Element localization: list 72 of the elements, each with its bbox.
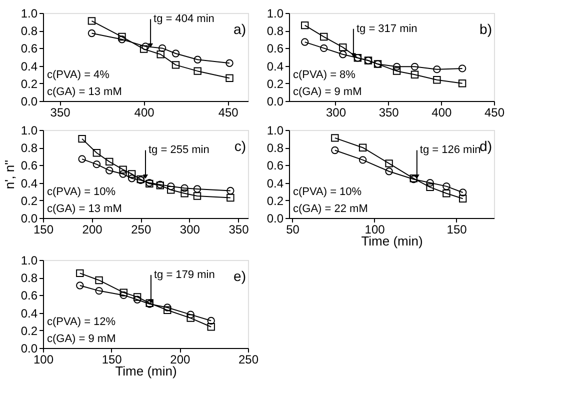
y-axis-title: n', n'' (2, 160, 17, 190)
y-tick-label: 0.8 (266, 24, 284, 38)
y-tick-label: 0.4 (266, 59, 284, 74)
y-tick-label: 0.6 (20, 42, 38, 56)
x-tick-label: 400 (134, 106, 155, 120)
x-tick-label: 400 (432, 106, 452, 120)
x-tick-label: 350 (228, 222, 250, 236)
y-tick-label: 0.2 (266, 76, 284, 91)
annotation: tg = 126 min (420, 144, 481, 156)
annotation: b) (480, 21, 492, 37)
annotation: tg = 317 min (356, 22, 418, 35)
y-tick-label: 0.6 (266, 42, 284, 56)
x-tick-label: 300 (180, 222, 200, 236)
y-tick-label: 0.2 (20, 194, 38, 208)
annotation: c) (234, 138, 246, 154)
y-tick-label: 0.4 (20, 176, 38, 190)
annotation: c(GA) = 9 mM (47, 333, 116, 345)
x-tick-label: 350 (50, 106, 71, 120)
annotation: c(PVA) = 8% (293, 69, 356, 81)
annotation: c(GA) = 9 mM (293, 86, 362, 98)
annotation: tg = 404 min (154, 13, 214, 26)
x-tick-label: 350 (378, 106, 400, 120)
annotation: e) (234, 268, 246, 284)
annotation: d) (480, 138, 492, 154)
y-tick-label: 1.0 (20, 124, 38, 138)
y-tick-label: 0.0 (266, 212, 284, 226)
y-tick-label: 0.4 (20, 59, 38, 74)
y-tick-label: 0.8 (266, 141, 284, 156)
x-tick-label: 250 (238, 352, 259, 366)
x-axis-title: Time (min) (361, 234, 423, 248)
y-tick-label: 1.0 (266, 124, 284, 138)
y-tick-label: 0.6 (20, 288, 38, 303)
y-tick-label: 0.0 (20, 342, 38, 356)
y-tick-label: 0.8 (20, 24, 38, 38)
x-tick-label: 300 (326, 106, 346, 120)
x-tick-label: 450 (218, 106, 239, 120)
y-tick-label: 0.6 (266, 158, 284, 173)
y-tick-label: 1.0 (20, 6, 38, 20)
y-tick-label: 0.4 (20, 306, 38, 320)
annotation: a) (234, 21, 246, 37)
x-tick-label: 200 (82, 222, 103, 236)
y-tick-label: 0.2 (20, 76, 38, 91)
x-tick-label: 150 (33, 222, 54, 236)
y-tick-label: 0.2 (20, 324, 38, 338)
annotation: tg = 179 min (154, 268, 215, 281)
y-tick-label: 0.0 (20, 94, 38, 108)
annotation: c(GA) = 22 mM (293, 203, 368, 215)
y-tick-label: 0.6 (20, 158, 38, 173)
annotation: c(GA) = 13 mM (47, 86, 122, 98)
x-tick-label: 250 (131, 222, 152, 236)
x-tick-label: 200 (170, 352, 190, 366)
y-tick-label: 0.0 (266, 94, 284, 108)
annotation: c(PVA) = 10% (47, 186, 116, 198)
y-tick-label: 0.4 (266, 176, 284, 190)
x-tick-label: 100 (364, 222, 386, 236)
annotation: tg = 255 min (148, 144, 210, 156)
y-tick-label: 1.0 (266, 6, 284, 20)
y-tick-label: 0.2 (266, 194, 284, 208)
y-tick-label: 0.0 (20, 212, 38, 226)
x-axis-title: Time (min) (115, 364, 177, 378)
x-tick-label: 50 (286, 222, 300, 236)
annotation: c(PVA) = 10% (293, 186, 362, 198)
x-tick-label: 150 (446, 222, 468, 236)
annotation: c(PVA) = 12% (47, 316, 116, 328)
y-tick-label: 0.8 (20, 141, 38, 156)
annotation: c(PVA) = 4% (47, 69, 110, 81)
x-tick-label: 150 (102, 352, 122, 366)
y-tick-label: 0.8 (20, 271, 38, 286)
x-tick-label: 100 (33, 352, 54, 366)
x-tick-label: 450 (484, 106, 505, 120)
annotation: c(GA) = 13 mM (47, 203, 122, 215)
y-tick-label: 1.0 (20, 254, 38, 268)
